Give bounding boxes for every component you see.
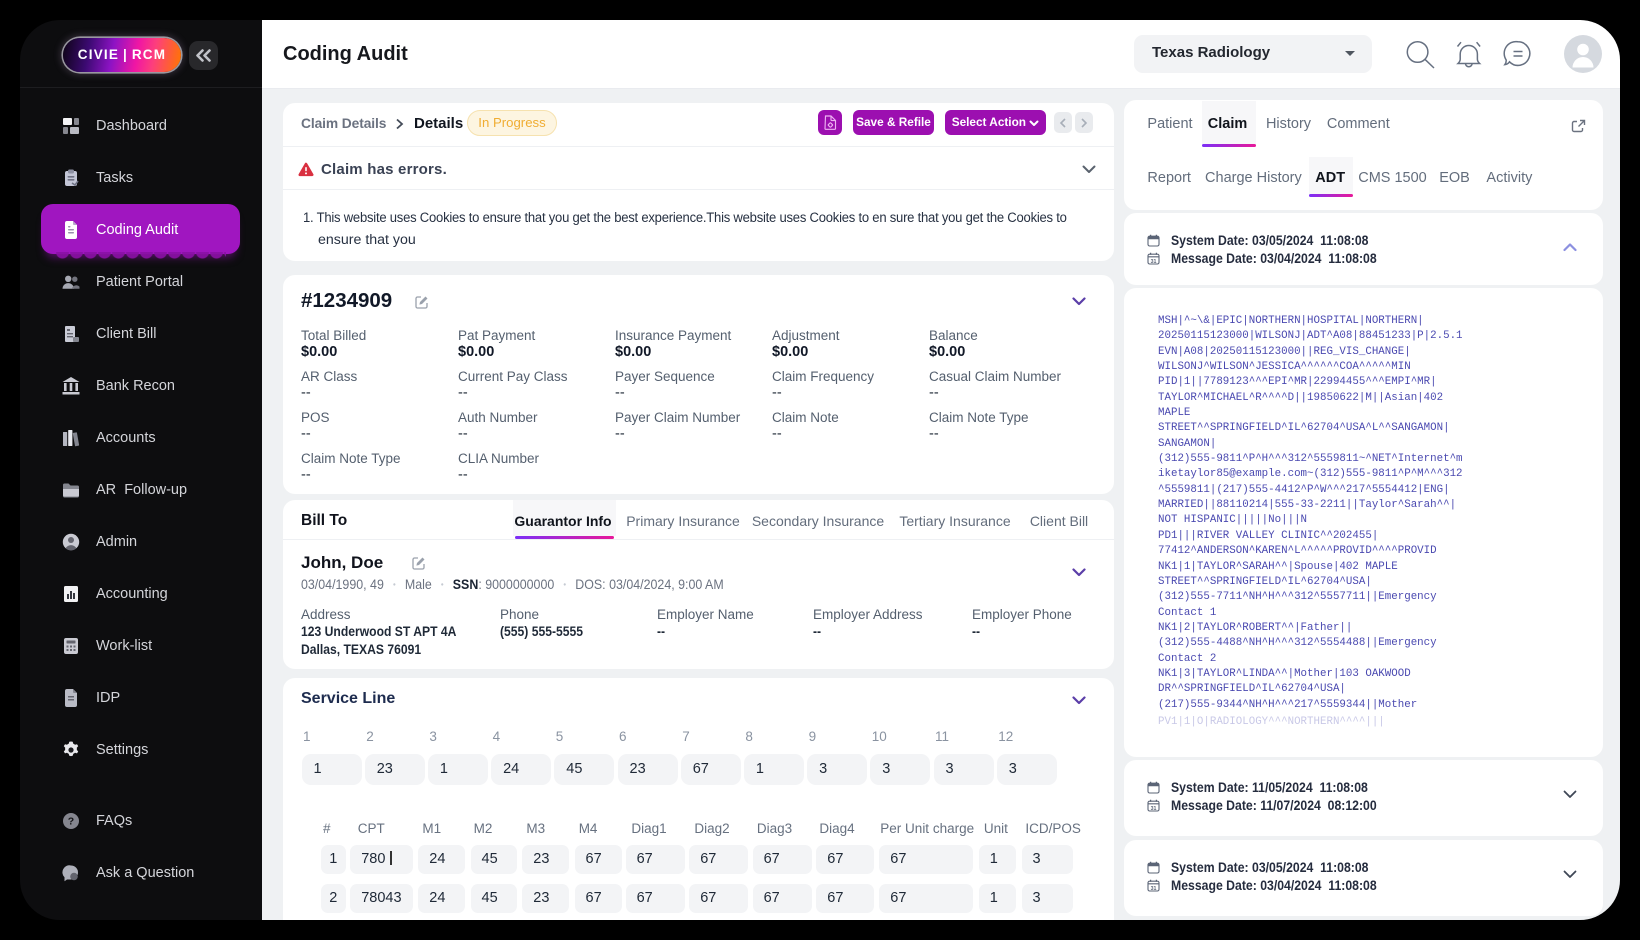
svg-text:31: 31 [1151, 885, 1157, 891]
svg-text:31: 31 [1151, 805, 1157, 811]
svg-text:31: 31 [1151, 258, 1157, 264]
svg-text:?: ? [68, 816, 74, 828]
